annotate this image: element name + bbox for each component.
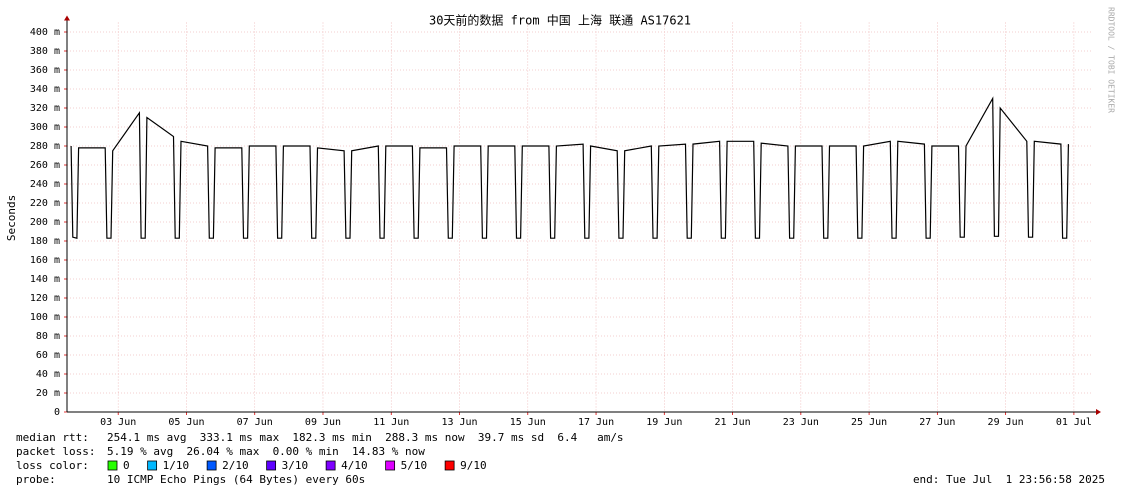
y-tick-label: 100 m [30,312,60,323]
end-time: end: Tue Jul 1 23:56:58 2025 [913,473,1105,486]
x-tick-label: 03 Jun [100,417,136,428]
loss-color-label: 1/10 [163,459,190,472]
x-tick-label: 27 Jun [919,417,955,428]
legend-text: 254.1 ms avg 333.1 ms max 182.3 ms min 2… [107,431,624,444]
chart-title: 30天前的数据 from 中国 上海 联通 AS17621 [429,13,691,28]
legend-text: 5.19 % avg 26.04 % max 0.00 % min 14.83 … [107,445,425,458]
y-tick-label: 380 m [30,46,60,57]
x-tick-label: 05 Jun [168,417,204,428]
y-tick-label: 360 m [30,65,60,76]
legend-label: loss color: [16,459,89,472]
x-tick-label: 23 Jun [783,417,819,428]
y-tick-label: 180 m [30,236,60,247]
y-tick-label: 160 m [30,255,60,266]
y-axis-arrow [64,15,70,21]
loss-color-swatch [444,460,455,471]
loss-color-label: 0 [123,459,130,472]
x-tick-label: 15 Jun [510,417,546,428]
loss-color-label: 2/10 [222,459,249,472]
x-tick-label: 09 Jun [305,417,341,428]
y-tick-label: 320 m [30,103,60,114]
y-tick-label: 340 m [30,84,60,95]
x-tick-label: 25 Jun [851,417,887,428]
x-tick-label: 19 Jun [646,417,682,428]
y-tick-label: 80 m [36,331,60,342]
legend-label: probe: [16,473,56,486]
y-tick-label: 120 m [30,293,60,304]
legend-label: median rtt: [16,431,89,444]
loss-color-swatch [325,460,336,471]
loss-color-label: 9/10 [460,459,487,472]
x-tick-label: 07 Jun [237,417,273,428]
legend-text: 10 ICMP Echo Pings (64 Bytes) every 60s [107,473,365,486]
loss-color-label: 4/10 [341,459,368,472]
x-tick-label: 01 Jul [1056,417,1092,428]
y-tick-label: 280 m [30,141,60,152]
y-tick-label: 400 m [30,27,60,38]
loss-color-swatch [266,460,277,471]
y-tick-label: 200 m [30,217,60,228]
x-tick-label: 21 Jun [715,417,751,428]
x-tick-label: 11 Jun [373,417,409,428]
y-tick-label: 140 m [30,274,60,285]
y-tick-label: 0 [54,407,60,418]
y-tick-label: 220 m [30,198,60,209]
y-tick-label: 300 m [30,122,60,133]
loss-color-swatch [147,460,158,471]
loss-color-label: 5/10 [401,459,428,472]
legend-label: packet loss: [16,445,95,458]
watermark: RRDTOOL / TOBI OETIKER [1107,7,1116,113]
y-tick-label: 60 m [36,350,60,361]
x-axis-arrow [1096,409,1101,415]
y-tick-label: 40 m [36,369,60,380]
y-axis-label: Seconds [5,195,18,241]
x-tick-label: 13 Jun [441,417,477,428]
y-tick-label: 20 m [36,388,60,399]
loss-color-label: 3/10 [282,459,309,472]
x-tick-label: 29 Jun [988,417,1024,428]
loss-color-swatch [107,460,118,471]
loss-color-swatch [385,460,396,471]
x-tick-label: 17 Jun [578,417,614,428]
y-tick-label: 240 m [30,179,60,190]
loss-color-swatch [206,460,217,471]
y-tick-label: 260 m [30,160,60,171]
median-line [70,96,1069,239]
